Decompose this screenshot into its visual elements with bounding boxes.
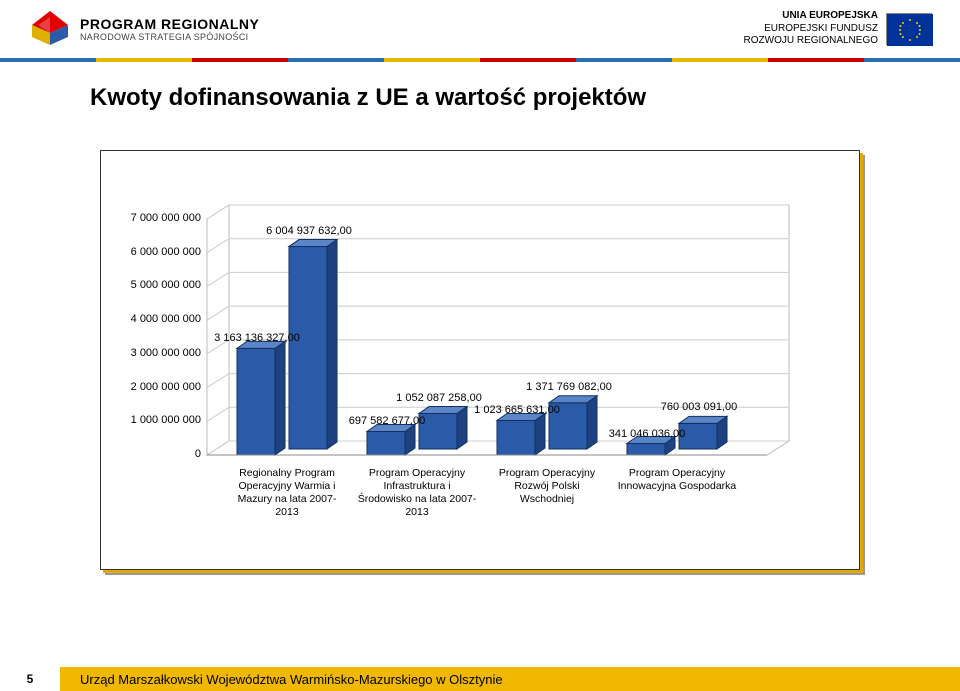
header-hr: [0, 58, 960, 62]
category-label: Program Operacyjny Innowacyjna Gospodark…: [617, 467, 737, 493]
chart-frame: 0 1 000 000 000 2 000 000 000 3 000 000 000…: [100, 150, 860, 570]
bar-value-label: 341 046 036,00: [587, 428, 707, 440]
y-tick-label: 5 000 000 000: [121, 279, 201, 291]
footer: 5 Urząd Marszałkowski Województwa Warmiń…: [0, 667, 960, 691]
y-tick-label: 6 000 000 000: [121, 246, 201, 258]
bar-value-label: 3 163 136 327,00: [197, 332, 317, 344]
category-label: Program Operacyjny Rozwój Polski Wschodn…: [487, 467, 607, 506]
program-subtitle: NARODOWA STRATEGIA SPÓJNOŚCI: [80, 32, 259, 42]
bar-value-label: 6 004 937 632,00: [249, 225, 369, 237]
header-bar: PROGRAM REGIONALNY NARODOWA STRATEGIA SP…: [0, 0, 960, 58]
eu-line1: UNIA EUROPEJSKA: [744, 10, 878, 23]
header-right: UNIA EUROPEJSKA EUROPEJSKI FUNDUSZ ROZWO…: [744, 10, 932, 48]
bar-value-label: 1 023 665 631,00: [457, 404, 577, 416]
category-label: Program Operacyjny Infrastruktura i Środ…: [357, 467, 477, 520]
y-tick-label: 1 000 000 000: [121, 414, 201, 426]
chart-inner: 0 1 000 000 000 2 000 000 000 3 000 000 000…: [115, 165, 847, 557]
bar-value-label: 1 371 769 082,00: [509, 381, 629, 393]
y-tick-label: 0: [121, 448, 201, 460]
bar-value-label: 1 052 087 258,00: [379, 392, 499, 404]
eu-line2: EUROPEJSKI FUNDUSZ: [744, 23, 878, 36]
bar-value-label: 697 582 677,00: [327, 415, 447, 427]
category-label: Regionalny Program Operacyjny Warmia i M…: [227, 467, 347, 520]
y-tick-label: 2 000 000 000: [121, 381, 201, 393]
footer-bar: Urząd Marszałkowski Województwa Warmińsk…: [60, 667, 960, 691]
eu-line3: ROZWOJU REGIONALNEGO: [744, 35, 878, 48]
slide-title: Kwoty dofinansowania z UE a wartość proj…: [90, 84, 646, 112]
y-tick-label: 4 000 000 000: [121, 313, 201, 325]
bar-value-label: 760 003 091,00: [639, 401, 759, 413]
page-number: 5: [0, 672, 60, 686]
program-text: PROGRAM REGIONALNY NARODOWA STRATEGIA SP…: [80, 16, 259, 42]
program-title: PROGRAM REGIONALNY: [80, 16, 259, 32]
program-regionalny-logo: [28, 9, 72, 49]
y-tick-label: 3 000 000 000: [121, 347, 201, 359]
eu-text-block: UNIA EUROPEJSKA EUROPEJSKI FUNDUSZ ROZWO…: [744, 10, 878, 48]
header-left: PROGRAM REGIONALNY NARODOWA STRATEGIA SP…: [28, 9, 259, 49]
eu-flag-icon: [886, 13, 932, 45]
footer-text: Urząd Marszałkowski Województwa Warmińsk…: [80, 672, 503, 687]
y-tick-label: 7 000 000 000: [121, 212, 201, 224]
